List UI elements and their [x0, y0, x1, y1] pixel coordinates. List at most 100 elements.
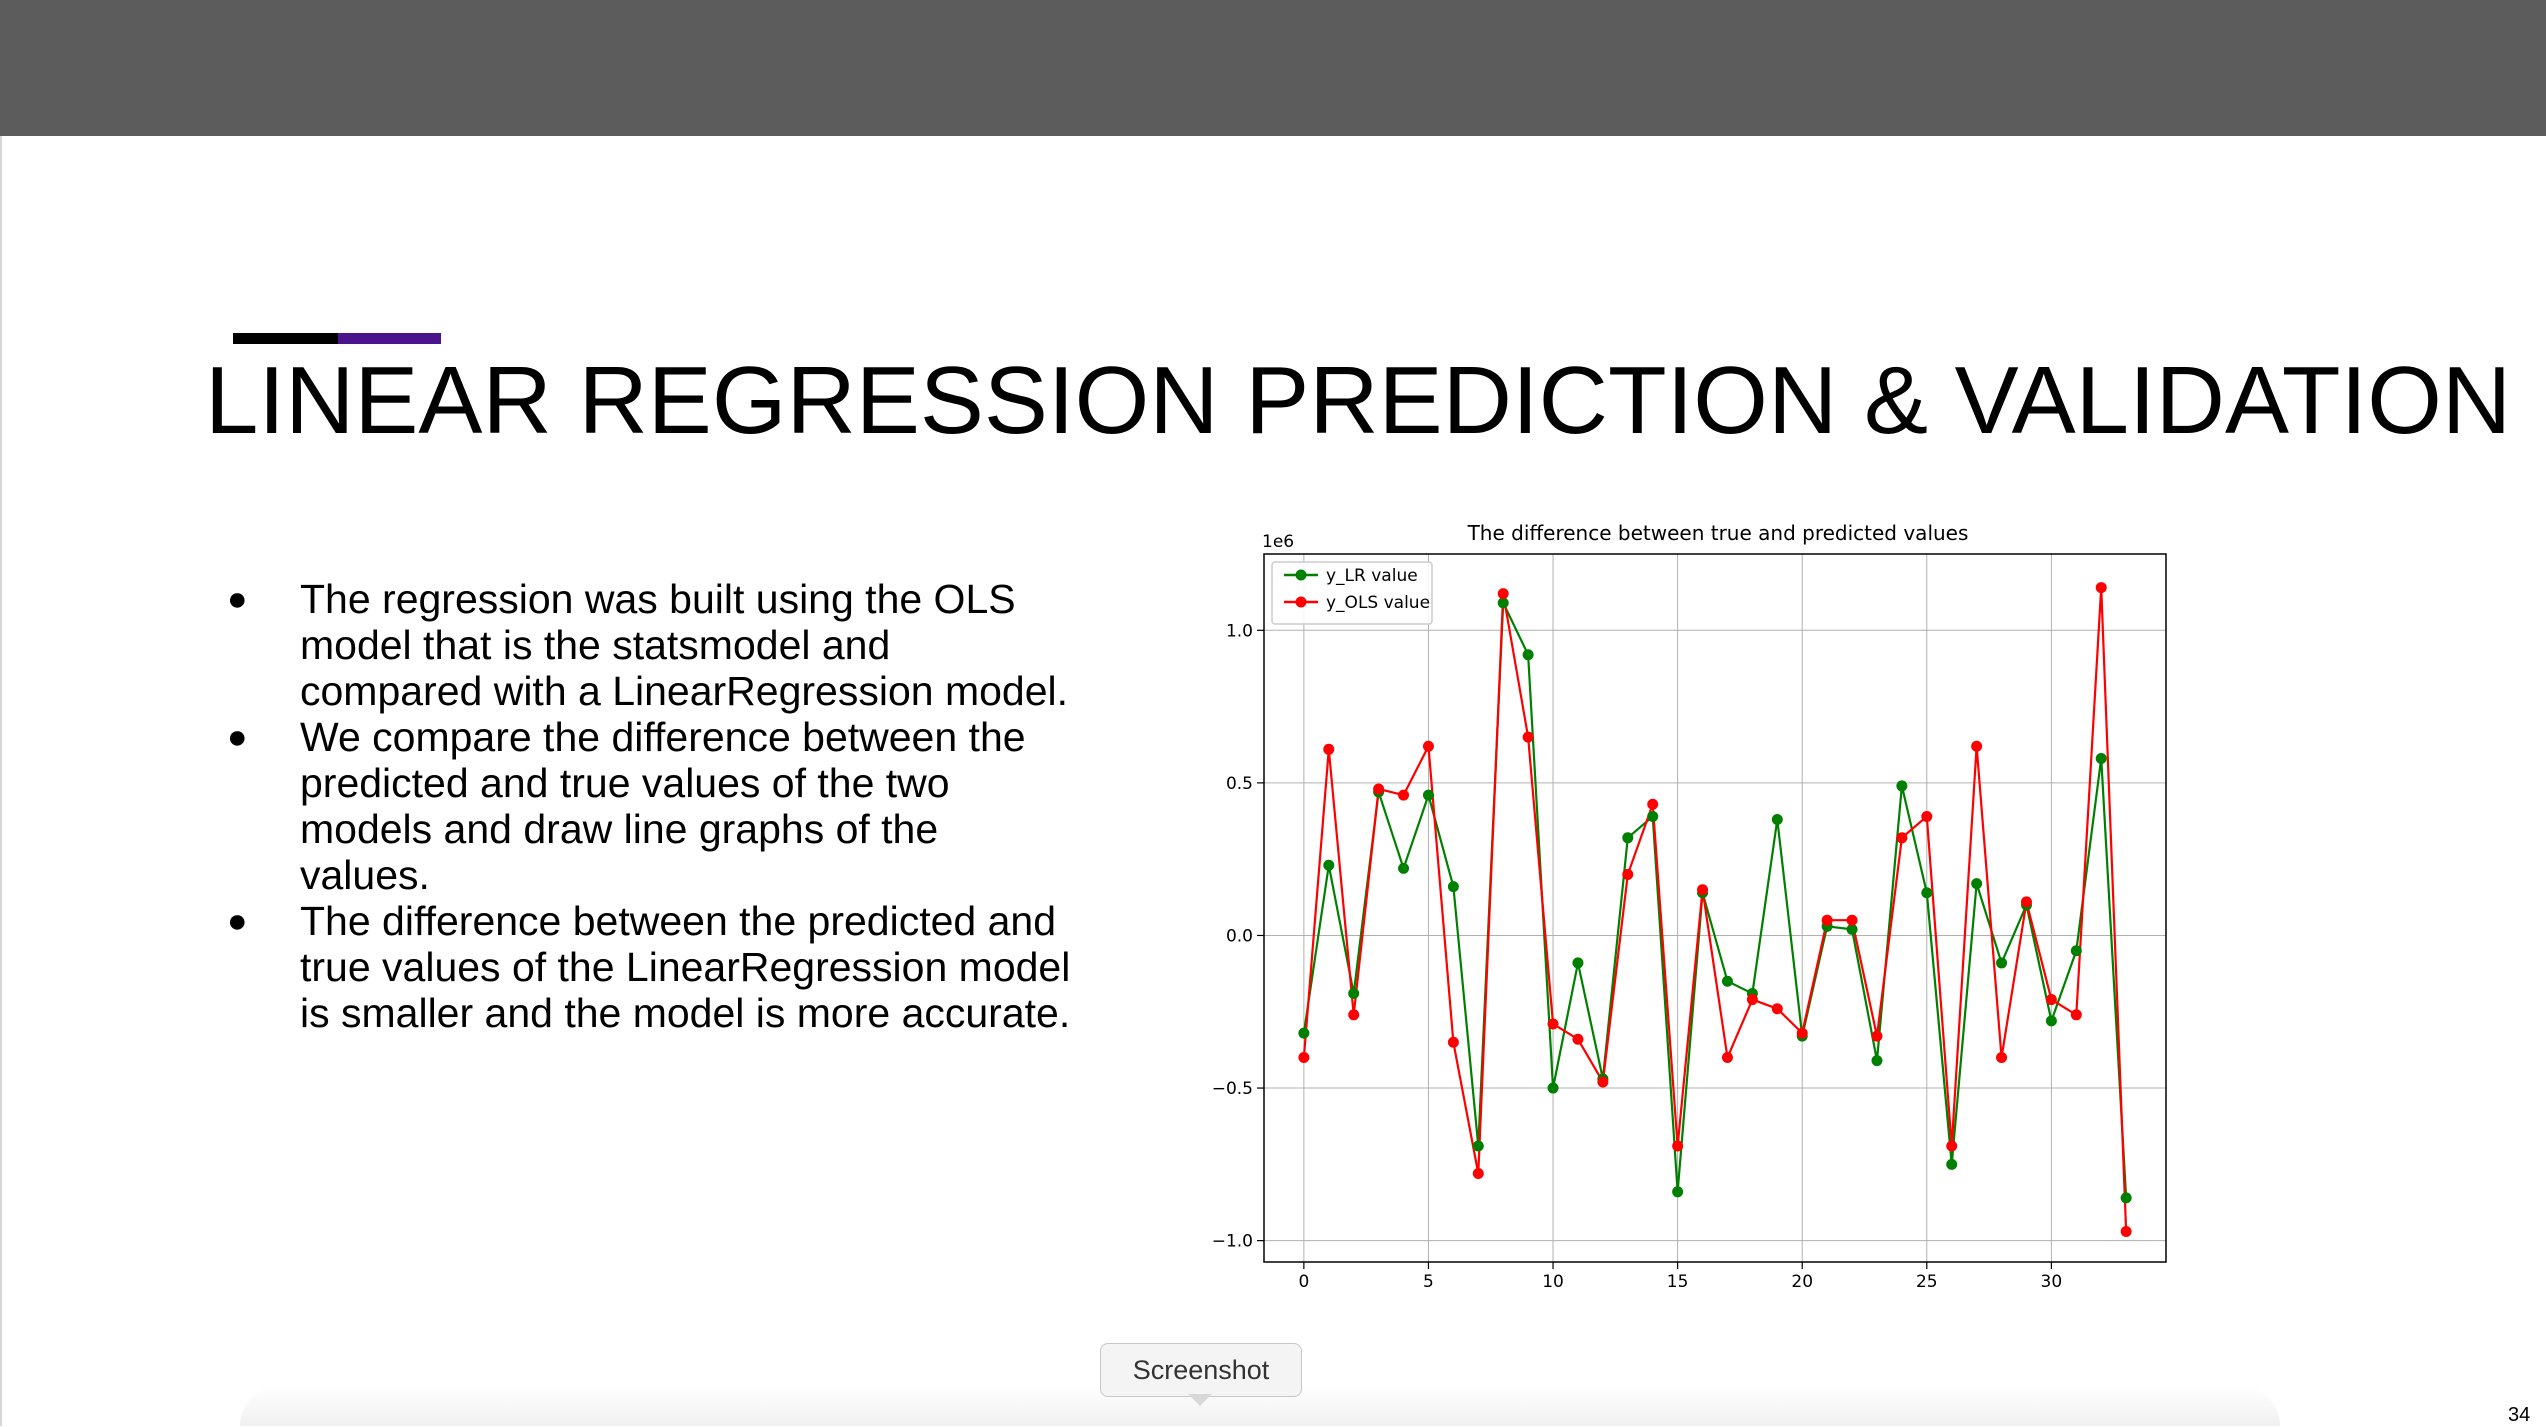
page-number: 34	[2508, 1404, 2531, 1426]
data-point-lr	[1896, 780, 1908, 792]
data-point-ols	[1547, 1018, 1559, 1030]
data-point-lr	[1672, 1186, 1684, 1198]
data-point-lr	[1921, 887, 1933, 899]
top-banner	[0, 0, 2546, 136]
bullet-text: The difference between the predicted and…	[300, 898, 1071, 1036]
data-point-lr	[1647, 810, 1659, 822]
y-tick-label: −1.0	[1212, 1232, 1253, 1252]
data-point-ols	[1946, 1140, 1958, 1152]
y-tick-label: 0.5	[1226, 774, 1253, 794]
x-tick-label: 20	[1791, 1272, 1813, 1292]
chart-series	[1298, 582, 2132, 1237]
data-point-ols	[1697, 884, 1709, 896]
data-point-lr	[1871, 1055, 1883, 1067]
bullet-item: ● We compare the difference between the p…	[225, 714, 1075, 898]
screenshot-tooltip: Screenshot	[1100, 1343, 1302, 1397]
data-point-ols	[1522, 731, 1534, 743]
data-point-lr	[1323, 859, 1335, 871]
x-tick-label: 25	[1916, 1272, 1938, 1292]
series-line-ols	[1302, 586, 2128, 1232]
bullet-list: ● The regression was built using the OLS …	[225, 576, 1075, 1036]
data-point-ols	[1771, 1003, 1783, 1015]
legend-label-lr: y_LR value	[1326, 566, 1418, 586]
bullet-item: ● The regression was built using the OLS …	[225, 576, 1075, 714]
data-point-lr	[1846, 923, 1858, 935]
x-tick-label: 0	[1298, 1272, 1309, 1292]
data-point-ols	[2095, 582, 2107, 594]
y-tick-label: −0.5	[1212, 1079, 1253, 1099]
data-point-lr	[1946, 1158, 1958, 1170]
legend-box	[1271, 561, 1433, 625]
chart-title: The difference between true and predicte…	[1467, 521, 1969, 545]
data-point-lr	[2070, 945, 2082, 957]
x-tick-label: 5	[1423, 1272, 1434, 1292]
tooltip-tail	[1188, 1394, 1212, 1406]
slide-title: LINEAR REGRESSION PREDICTION & VALIDATIO…	[205, 347, 2512, 454]
data-point-ols	[1846, 914, 1858, 926]
data-point-lr	[1971, 878, 1983, 890]
data-point-lr	[1472, 1140, 1484, 1152]
data-point-ols	[1647, 798, 1659, 810]
data-point-lr	[1996, 957, 2008, 969]
chart-grid	[1264, 554, 2166, 1262]
data-point-ols	[1472, 1168, 1484, 1179]
data-point-ols	[1672, 1140, 1684, 1152]
data-point-lr	[1497, 597, 1509, 609]
data-point-ols	[1871, 1030, 1883, 1042]
data-point-ols	[1921, 810, 1933, 822]
data-point-lr	[1572, 957, 1584, 969]
data-point-ols	[1896, 832, 1908, 844]
data-point-lr	[1547, 1082, 1559, 1094]
data-point-ols	[1796, 1027, 1808, 1039]
x-tick-label: 10	[1542, 1272, 1564, 1292]
data-point-ols	[2045, 994, 2057, 1006]
data-point-lr	[1447, 881, 1459, 893]
data-point-ols	[1622, 868, 1634, 880]
data-point-ols	[1996, 1052, 2008, 1064]
data-point-ols	[1746, 994, 1758, 1006]
data-point-ols	[1348, 1009, 1360, 1021]
y-tick-label: 0.0	[1226, 926, 1253, 946]
data-point-ols	[1497, 588, 1509, 600]
data-point-ols	[2020, 896, 2032, 908]
data-point-ols	[1597, 1076, 1609, 1088]
chart-legend: y_LR value y_OLS value	[1271, 561, 1433, 625]
title-accent-bar-black	[233, 333, 338, 344]
data-point-lr	[1398, 862, 1410, 874]
x-tick-label: 30	[2041, 1272, 2063, 1292]
data-point-ols	[1447, 1036, 1459, 1048]
data-point-lr	[2120, 1192, 2132, 1204]
data-point-ols	[1572, 1033, 1584, 1045]
bullet-text: The regression was built using the OLS m…	[300, 576, 1069, 714]
data-point-ols	[1398, 789, 1410, 801]
data-point-ols	[2120, 1225, 2132, 1237]
data-point-ols	[1298, 1052, 1310, 1064]
y-offset-label: 1e6	[1262, 532, 1294, 552]
data-point-lr	[1348, 987, 1360, 999]
plot-frame	[1263, 553, 2167, 1263]
x-tick-label: 15	[1667, 1272, 1689, 1292]
data-point-lr	[1721, 975, 1733, 987]
bullet-dot-icon: ●	[227, 718, 248, 756]
bullet-item: ● The difference between the predicted an…	[225, 898, 1075, 1036]
y-tick-label: 1.0	[1226, 621, 1253, 641]
slide-left-edge	[0, 136, 2, 1426]
data-point-ols	[1821, 914, 1833, 926]
data-point-lr	[2045, 1015, 2057, 1027]
bullet-dot-icon: ●	[227, 580, 248, 618]
data-point-ols	[1373, 783, 1385, 795]
bullet-text: We compare the difference between the pr…	[300, 714, 1026, 898]
data-point-ols	[1323, 743, 1335, 755]
data-point-ols	[1721, 1052, 1733, 1064]
legend-label-ols: y_OLS value	[1326, 593, 1430, 613]
data-point-lr	[1622, 832, 1634, 844]
data-point-lr	[1298, 1027, 1310, 1039]
data-point-ols	[2070, 1009, 2082, 1021]
data-point-ols	[1422, 740, 1434, 752]
data-point-lr	[1771, 814, 1783, 825]
data-point-lr	[1522, 649, 1534, 661]
legend-marker-lr	[1295, 569, 1307, 581]
data-point-lr	[1422, 789, 1434, 801]
series-line-lr	[1302, 601, 2128, 1198]
chart-ticks: 0 5 10 15 20 25 30 −1.0 −0.5 0.0 0.5 1.0	[1212, 621, 2062, 1292]
